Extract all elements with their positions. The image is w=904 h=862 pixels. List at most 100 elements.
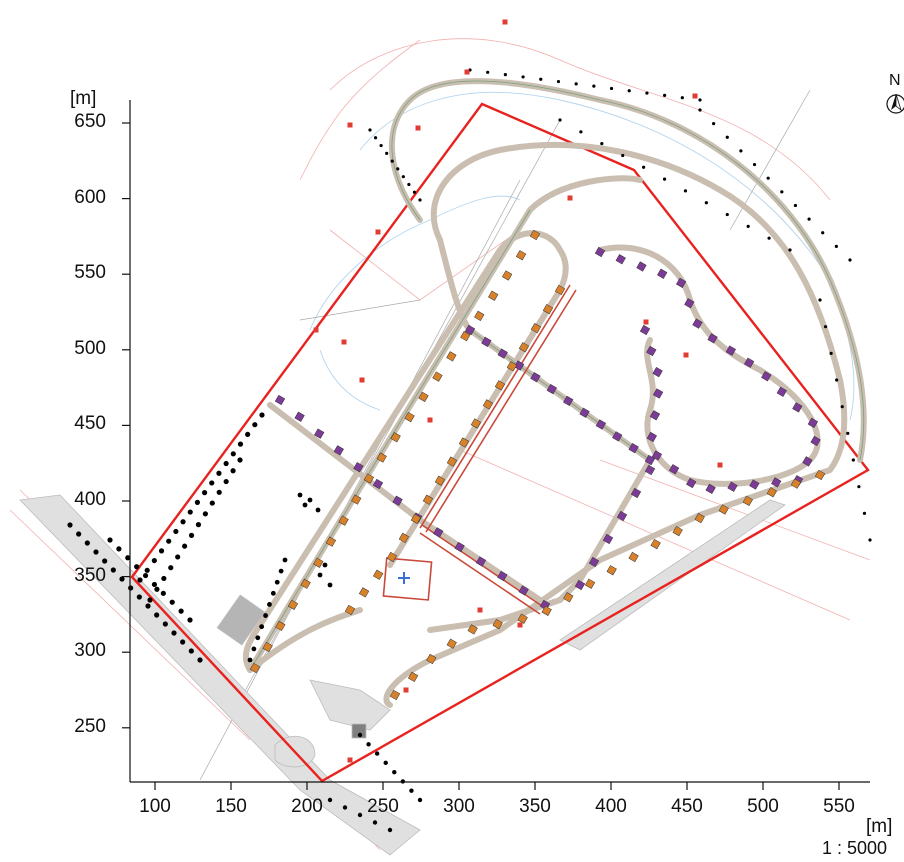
purple-marker [749,479,760,490]
orange-marker [363,473,375,484]
tree [110,567,116,573]
orange-marker [351,494,362,505]
orange-marker [313,557,324,568]
tree [162,621,168,627]
y-tick-label: 400 [74,489,106,510]
tree [182,543,188,549]
orange-marker [458,437,470,448]
purple-marker [518,585,529,596]
purple-marker [563,395,574,407]
purple-marker [644,454,656,466]
purple-marker [595,419,607,430]
tree [609,86,614,91]
hydrant-symbol [427,417,433,423]
tree [102,558,108,564]
tree [237,457,243,463]
axes [122,100,870,790]
hydrant-symbol [464,69,470,75]
tree [247,657,253,663]
purple-marker [481,336,492,347]
tree [645,91,649,95]
purple-marker [274,394,286,406]
purple-marker [636,261,647,272]
orange-marker-group [249,229,826,701]
hydrant-symbol [347,757,353,763]
tree [144,567,150,573]
tree [136,594,142,600]
tree [385,151,389,155]
y-tick-label: 600 [74,186,106,208]
tree [807,217,811,221]
tree [147,597,153,603]
tree [252,422,258,428]
tree [154,586,160,592]
tree [767,236,771,240]
purple-marker [588,556,600,568]
orange-marker [287,599,299,610]
tree [173,528,179,535]
purple-marker [684,298,695,309]
y-tick-label: 350 [74,564,106,586]
tree [558,118,562,122]
purple-marker [807,417,818,428]
orange-marker [467,624,478,635]
tree [746,224,750,228]
tree [407,182,411,187]
tree [372,820,378,825]
purple-marker [513,360,525,371]
purple-marker [771,477,782,488]
tree [168,565,174,571]
tree [255,635,261,641]
x-tick-label: 500 [747,796,779,817]
tree [868,538,872,542]
purple-marker [294,411,305,422]
purple-marker [574,579,586,591]
tree [390,159,394,163]
purple-marker [630,487,642,499]
tree [154,612,160,618]
tree [396,167,400,171]
tree [282,557,288,563]
orange-marker [606,565,617,576]
hydrant-symbol [347,122,353,128]
tree [223,460,229,467]
tree [392,769,397,775]
tree [366,742,371,747]
tree [357,812,363,818]
tree [93,549,99,555]
x-tick-label: 150 [215,796,247,817]
orange-marker [262,641,273,653]
tree [627,89,631,93]
orange-marker [407,671,419,683]
tree [840,405,844,409]
purple-marker [612,431,623,442]
tree [297,492,303,498]
purple-marker-group [274,246,821,611]
y-tick-label: 250 [74,715,106,737]
x-tick-label: 250 [367,796,399,817]
tree [766,176,770,180]
tree [592,84,596,88]
purple-marker [392,495,403,506]
purple-marker [652,388,664,399]
tree [503,73,507,77]
purple-marker [646,431,657,443]
orange-marker [790,478,802,489]
orange-marker [515,250,527,261]
tree [134,564,140,570]
tree [752,162,757,167]
purple-marker [727,481,738,492]
orange-marker [563,592,574,603]
purple-marker [646,345,657,357]
purple-marker [353,462,364,473]
purple-marker [579,407,590,418]
tree [119,576,125,582]
tree [846,431,850,435]
tree [307,497,313,503]
north-label: N [889,72,901,89]
y-tick-label: 300 [74,640,106,662]
map-scale: 1 : 5000 [822,838,888,858]
orange-marker [404,411,415,423]
tree [278,568,284,574]
tree [780,190,784,194]
